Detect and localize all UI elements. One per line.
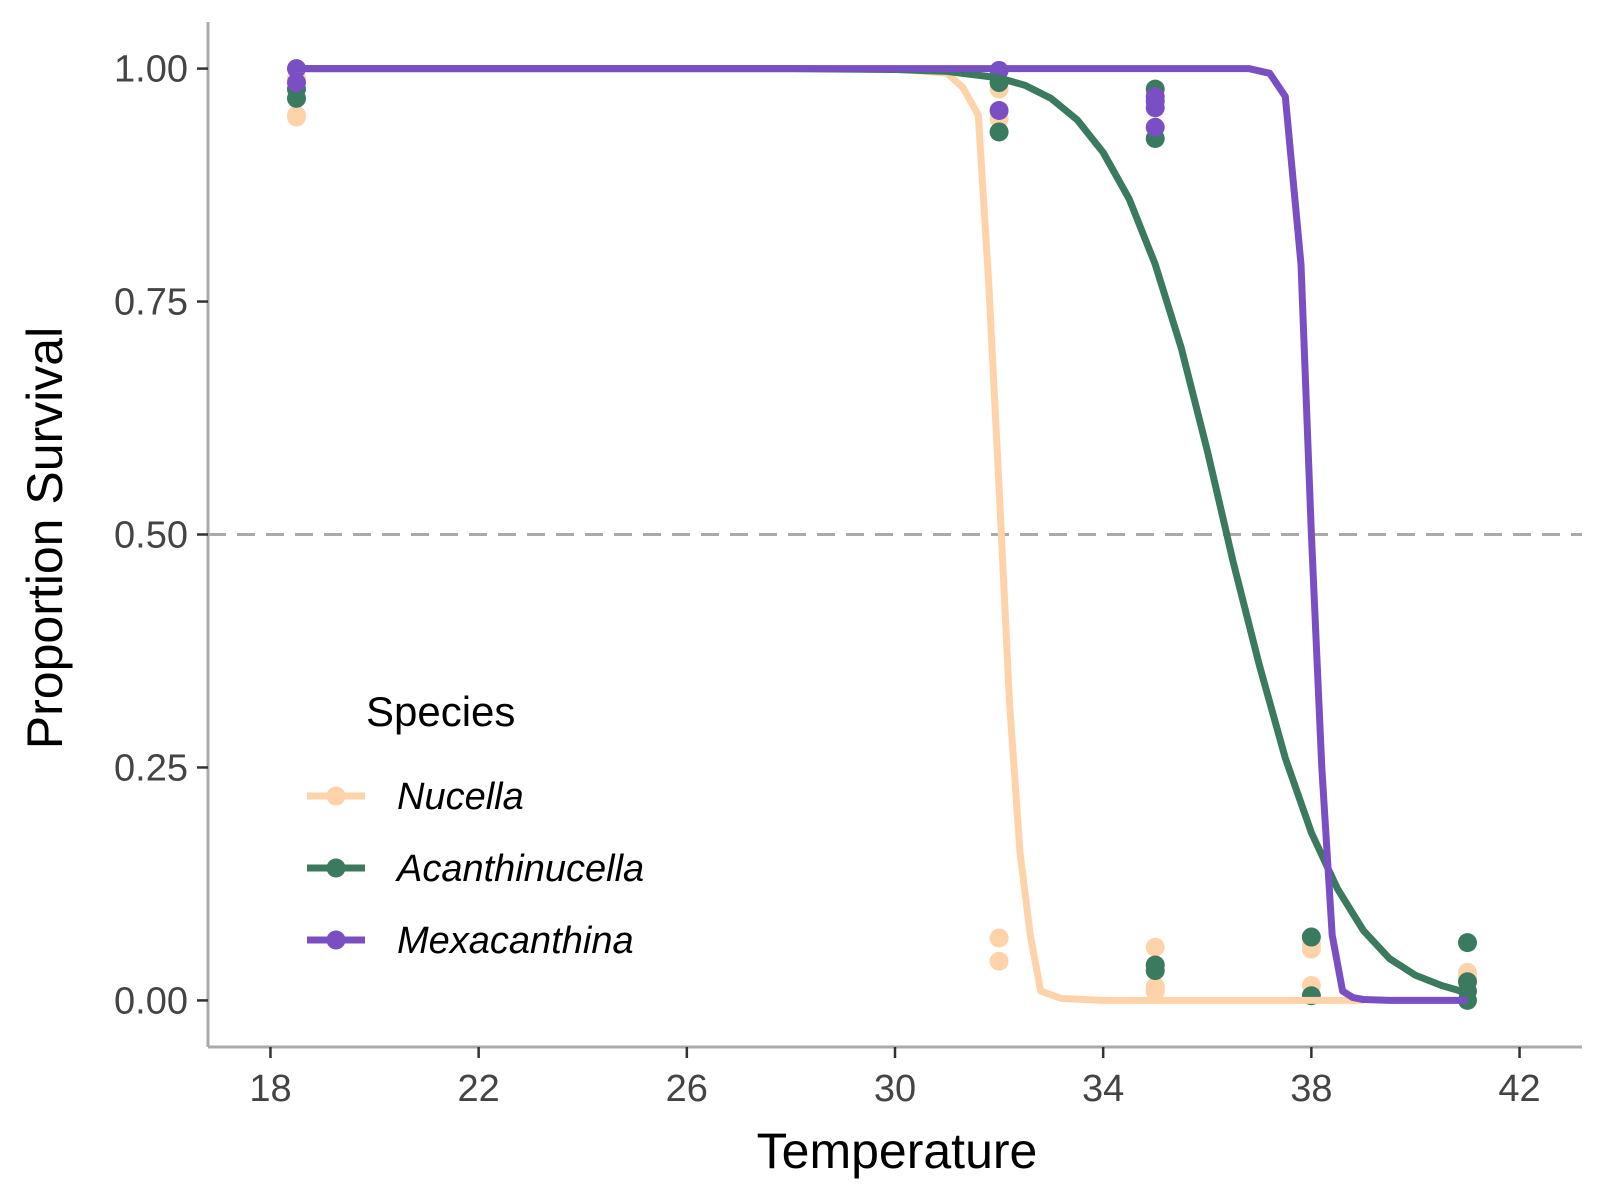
y-tick-label-0.50: 0.50 — [114, 515, 188, 557]
x-tick-label-34: 34 — [1082, 1068, 1124, 1110]
x-tick-label-30: 30 — [874, 1068, 916, 1110]
y-axis-title: Proportion Survival — [17, 327, 73, 749]
nucella-point-10 — [1145, 981, 1165, 1001]
legend-label-mexacanthina: Mexacanthina — [397, 920, 634, 962]
legend-label-nucella: Nucella — [397, 776, 524, 818]
y-tick-label-1.00: 1.00 — [114, 49, 188, 91]
legend-title: Species — [366, 688, 515, 735]
acanthinucella-point-10 — [1458, 933, 1477, 953]
mexacanthina-point-1 — [286, 73, 306, 93]
x-tick-label-26: 26 — [666, 1068, 708, 1110]
legend: Species Nucella Acanthinucella Mexacanthin… — [307, 688, 644, 962]
y-tick-label-0.75: 0.75 — [114, 282, 188, 324]
acanthinucella-point-2 — [989, 122, 1009, 142]
mexacanthina-point-6 — [1145, 98, 1165, 118]
acanthinucella-point-7 — [1145, 955, 1165, 975]
y-tick-label-0.00: 0.00 — [114, 980, 188, 1022]
axes: 18 22 26 30 34 38 42 0.00 0.25 0.50 0.75 1.00 — [114, 22, 1582, 1110]
legend-label-acanthinucella: Acanthinucella — [395, 848, 644, 890]
x-axis-title: Temperature — [757, 1123, 1038, 1179]
x-tick-label-18: 18 — [249, 1068, 291, 1110]
nucella-curve — [296, 65, 1364, 1004]
nucella-point-6 — [989, 951, 1009, 971]
mexacanthina-point-7 — [1145, 117, 1165, 137]
x-tick-label-42: 42 — [1498, 1068, 1540, 1110]
nucella-point-7 — [1145, 937, 1165, 957]
mexacanthina-curve — [296, 65, 1468, 1004]
x-tick-label-38: 38 — [1290, 1068, 1332, 1110]
acanthinucella-curve — [296, 65, 1469, 997]
nucella-point-2 — [286, 107, 306, 127]
legend-point-mexacanthina — [326, 930, 346, 950]
acanthinucella-point-8 — [1301, 927, 1321, 947]
legend-point-nucella — [326, 786, 346, 806]
plot-area — [208, 59, 1582, 1010]
mexacanthina-point-0 — [286, 59, 306, 79]
mexacanthina-point-3 — [989, 101, 1009, 121]
x-tick-label-22: 22 — [457, 1068, 499, 1110]
nucella-point-5 — [989, 928, 1009, 948]
legend-point-acanthinucella — [326, 858, 346, 878]
y-tick-label-0.25: 0.25 — [114, 747, 188, 789]
